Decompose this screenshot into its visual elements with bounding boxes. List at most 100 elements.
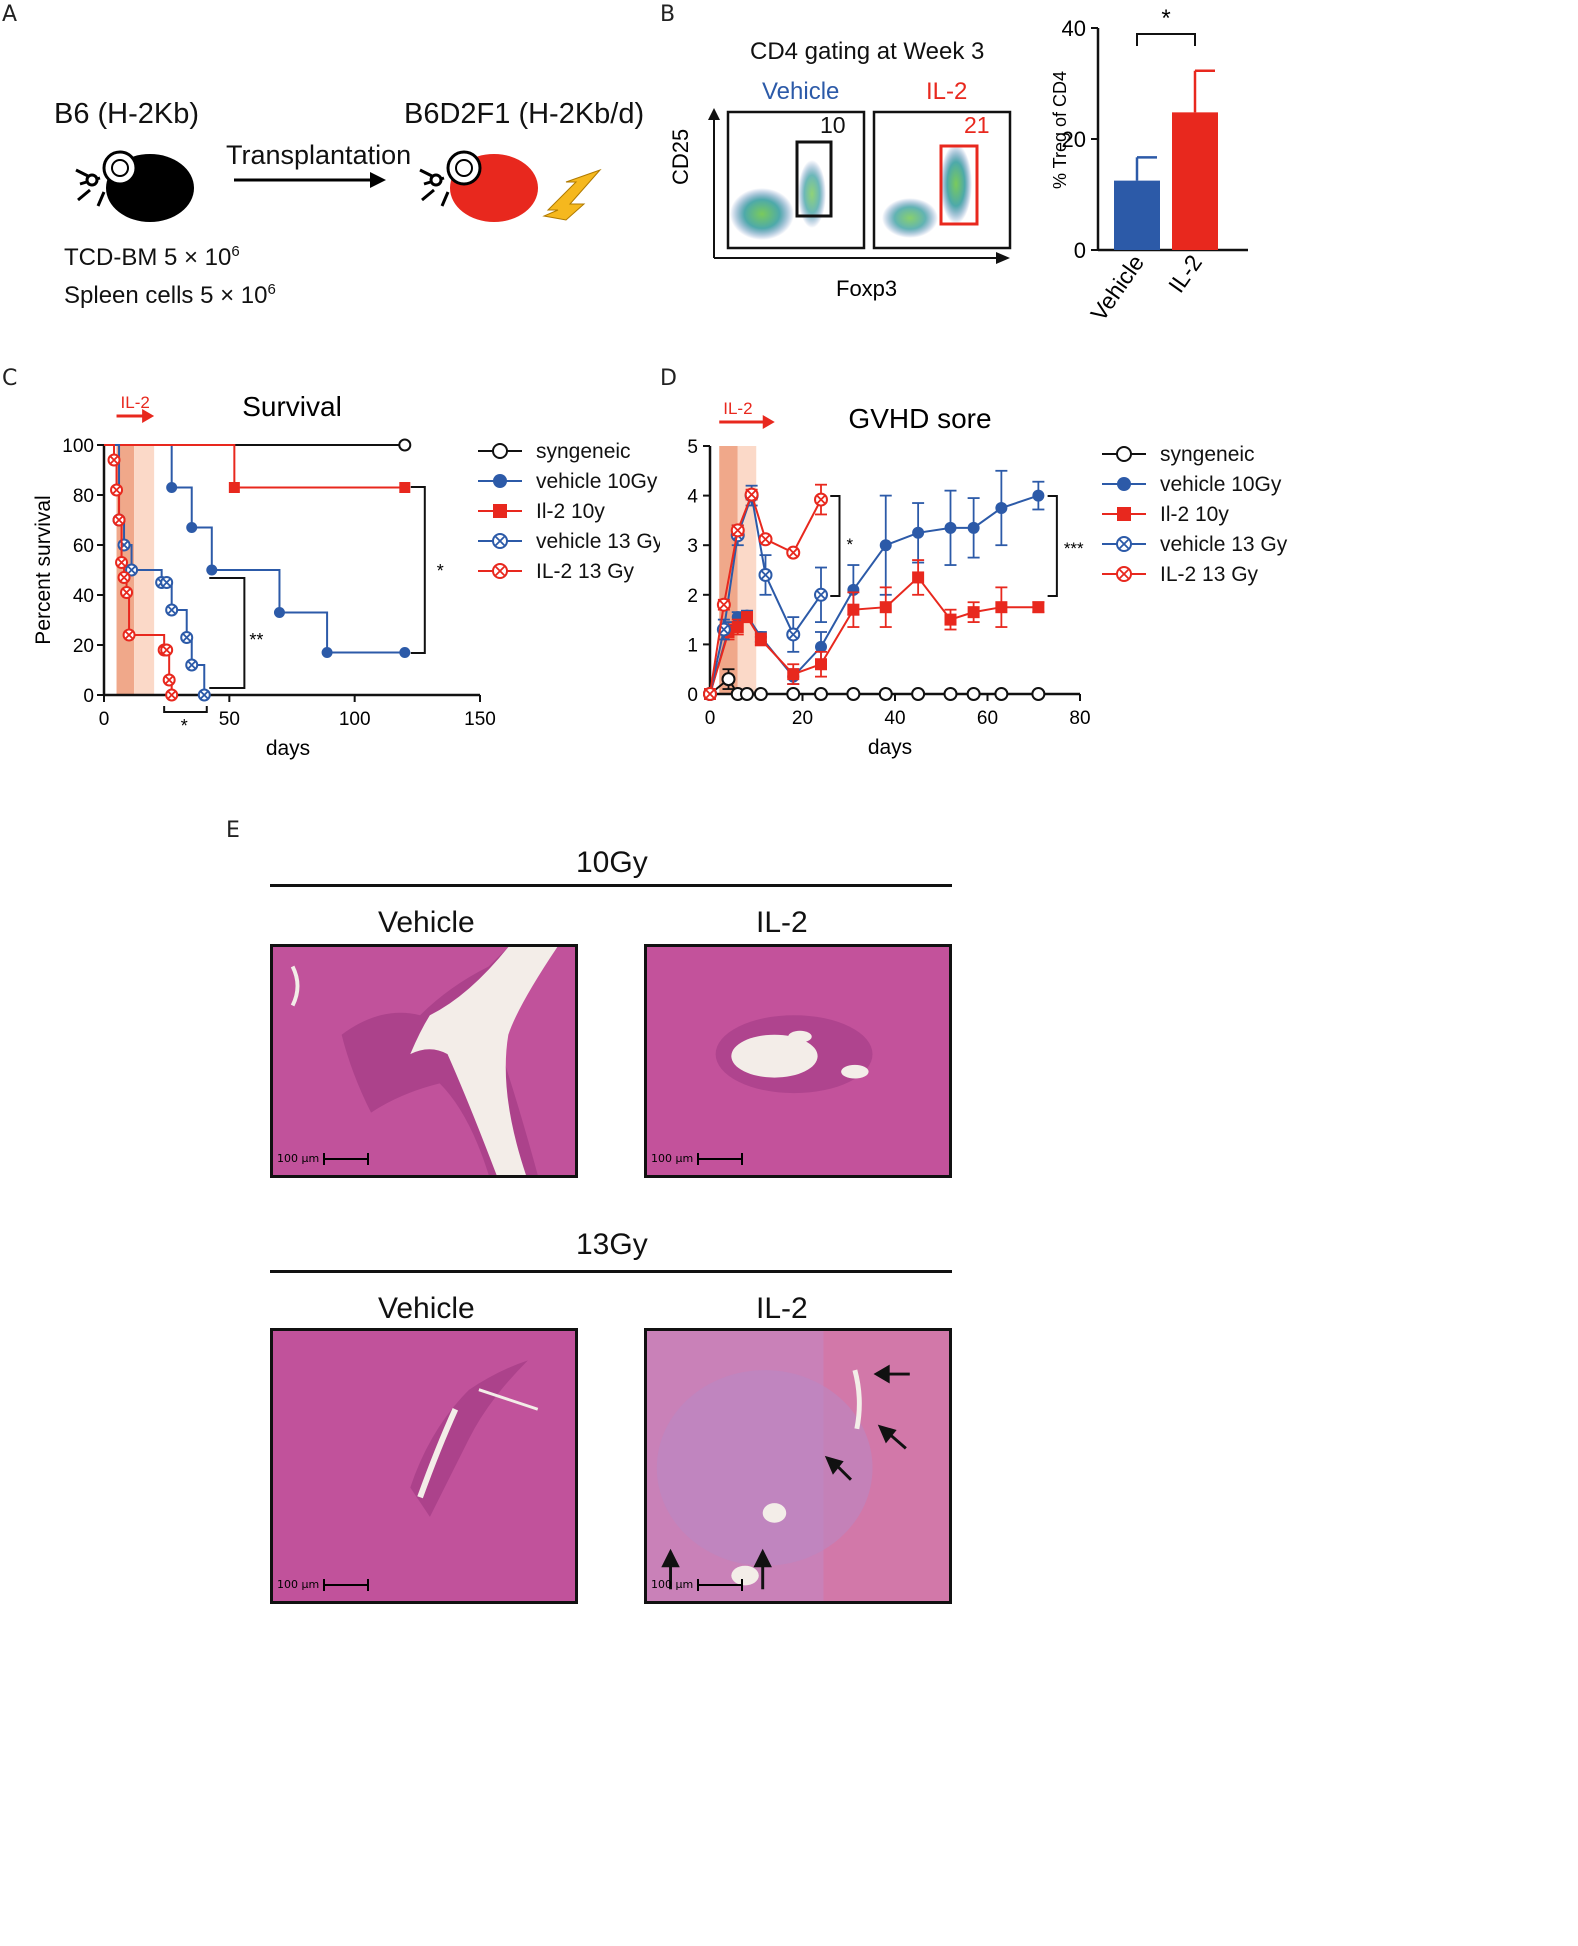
data-point-cross xyxy=(162,645,172,655)
data-point xyxy=(944,613,957,626)
data-point xyxy=(754,633,767,646)
data-point-cross xyxy=(1118,568,1130,580)
panel-label-e: E xyxy=(226,818,240,843)
scale-bar-label: 100 μm xyxy=(277,1578,320,1591)
survival-chart: Survival IL-2 0 20 40 60 80 100 0 50 100 150 days Per… xyxy=(32,391,660,760)
histology-10gy-il2: 100 μm xyxy=(644,944,952,1178)
y-tick-label: 20 xyxy=(1062,127,1086,152)
chart-title: Survival xyxy=(242,391,342,422)
legend-label: syngeneic xyxy=(1160,443,1255,466)
data-point xyxy=(1031,687,1046,701)
y-tick-label: 40 xyxy=(73,586,94,607)
significance-label: * xyxy=(846,535,853,554)
legend-label: vehicle 10Gy xyxy=(536,470,658,493)
transplant-arrow-icon xyxy=(234,172,386,188)
data-point xyxy=(399,482,411,493)
data-point xyxy=(878,687,893,701)
data-point-cross xyxy=(187,660,197,670)
treg-bar-chart: 0 20 40 % Treg of CD4 Vehicle IL-2 * xyxy=(1050,5,1248,326)
data-point-cross xyxy=(112,485,122,495)
il2-arrow-head-icon xyxy=(142,409,155,423)
significance-bracket xyxy=(830,495,841,597)
data-point xyxy=(741,611,753,624)
lesion-arrow-icon xyxy=(661,1364,910,1590)
histo-10gy-vehicle-title: Vehicle xyxy=(378,906,475,939)
y-axis-label: Percent survival xyxy=(32,495,55,644)
data-point xyxy=(912,571,925,584)
data-point xyxy=(815,640,827,653)
data-point xyxy=(166,482,178,493)
data-point xyxy=(399,647,411,658)
data-point-cross xyxy=(732,525,743,536)
scale-bar-label: 100 μm xyxy=(651,1578,694,1591)
data-point-cross xyxy=(1118,538,1130,550)
panel-label-d: D xyxy=(660,366,677,391)
y-axis-label: % Treg of CD4 xyxy=(1050,71,1070,189)
data-point xyxy=(321,647,333,658)
bar xyxy=(1114,180,1160,250)
significance-bracket xyxy=(209,577,246,689)
liver-tissue-image xyxy=(647,1331,949,1601)
data-point xyxy=(740,687,754,701)
scale-bar: 100 μm xyxy=(277,1578,370,1591)
spleen-dose: Spleen cells 5 × 10 xyxy=(64,282,268,309)
data-point xyxy=(753,687,768,701)
y-tick-label: 5 xyxy=(687,437,698,458)
data-point xyxy=(731,621,744,634)
gvhd-score-chart: GVHD sore IL-2 0 1 2 3 4 5 0 20 40 60 80 days syngenei… xyxy=(687,399,1288,759)
data-point-cross xyxy=(494,535,506,547)
il2-treatment-shading xyxy=(737,446,757,694)
spleen-exponent: 6 xyxy=(267,281,276,298)
data-point xyxy=(228,482,240,493)
data-point xyxy=(966,687,981,701)
x-tick-label: 40 xyxy=(884,708,905,729)
data-point xyxy=(786,687,801,701)
panel-label-a: A xyxy=(2,2,18,27)
bar xyxy=(1172,112,1218,250)
legend-label: vehicle 13 Gy xyxy=(1160,533,1288,556)
data-point-cross xyxy=(788,547,799,558)
data-point xyxy=(911,687,926,701)
x-tick-label: 0 xyxy=(99,709,110,730)
data-point xyxy=(493,474,507,488)
data-point xyxy=(994,687,1009,701)
data-point xyxy=(967,606,980,619)
x-tick-label: 100 xyxy=(339,709,371,730)
histo-13gy-vehicle-title: Vehicle xyxy=(378,1292,475,1325)
legend-label: IL-2 13 Gy xyxy=(1160,563,1259,586)
data-point-cross xyxy=(199,690,209,700)
survival-step-line xyxy=(104,444,405,489)
significance-label: * xyxy=(181,716,188,736)
scale-bar-label: 100 μm xyxy=(651,1152,694,1165)
il2-arrow-head-icon xyxy=(762,415,775,429)
legend-label: vehicle 10Gy xyxy=(1160,473,1282,496)
data-point-cross xyxy=(119,573,129,582)
legend-label: Il-2 10y xyxy=(536,500,605,523)
y-tick-label: 3 xyxy=(687,536,698,557)
data-point-cross xyxy=(162,578,172,587)
data-point xyxy=(1032,489,1045,502)
data-point xyxy=(206,564,218,576)
data-point xyxy=(186,522,198,533)
significance-label: *** xyxy=(1064,539,1084,558)
data-point xyxy=(847,603,860,616)
data-point xyxy=(912,526,925,539)
group-13gy-title: 13Gy xyxy=(576,1228,648,1261)
donor-mouse-icon xyxy=(75,150,194,222)
group-10gy-divider xyxy=(270,884,952,887)
data-point xyxy=(721,672,736,687)
radiation-bolt-icon xyxy=(542,168,602,221)
data-point-cross xyxy=(167,690,177,700)
y-tick-label: 0 xyxy=(83,686,94,707)
liver-tissue-image xyxy=(273,1331,575,1601)
scale-bar: 100 μm xyxy=(651,1152,744,1165)
panel-label-b: B xyxy=(660,2,676,27)
data-point xyxy=(879,539,892,552)
data-point-cross xyxy=(182,633,192,642)
data-point-cross xyxy=(760,570,771,580)
legend-label: vehicle 13 Gy xyxy=(536,530,660,553)
y-tick-label: 1 xyxy=(687,635,698,656)
x-tick-label: 150 xyxy=(464,709,496,730)
flow-vehicle-label: Vehicle xyxy=(762,78,840,105)
data-point-cross xyxy=(109,455,119,465)
